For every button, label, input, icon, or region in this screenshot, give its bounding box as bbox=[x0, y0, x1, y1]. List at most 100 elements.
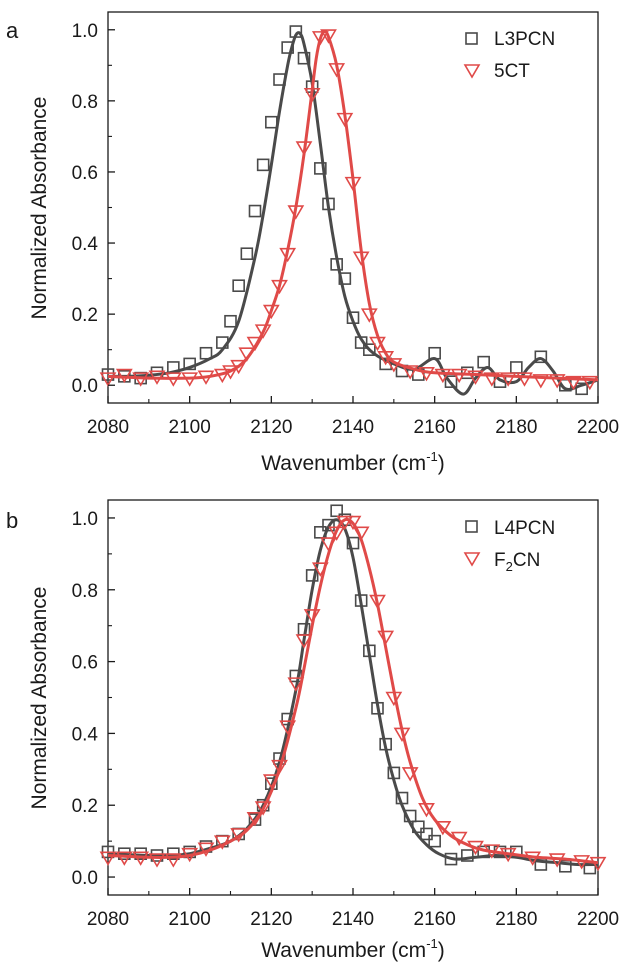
data-point bbox=[336, 112, 354, 128]
data-point bbox=[352, 526, 370, 541]
data-point bbox=[197, 370, 215, 385]
x-tick-label: 2200 bbox=[577, 417, 619, 438]
data-point bbox=[354, 594, 368, 607]
data-point bbox=[589, 856, 607, 872]
data-point bbox=[197, 842, 215, 857]
panel-b-xlabel: Wavenumber (cm-1) bbox=[261, 936, 445, 962]
legend-marker-5ct bbox=[463, 64, 481, 79]
data-point bbox=[450, 368, 468, 384]
y-tick-label: 0.2 bbox=[72, 305, 98, 326]
data-point bbox=[240, 247, 254, 261]
panel-b-ylabel: Normalized Absorbance bbox=[28, 587, 51, 810]
y-tick-label: 0.6 bbox=[72, 163, 98, 184]
fit-line bbox=[107, 31, 599, 396]
data-point bbox=[314, 526, 327, 539]
data-point bbox=[379, 737, 392, 751]
legend-label-f2cn-sub: 2 bbox=[506, 559, 513, 574]
data-point bbox=[213, 368, 231, 384]
data-point bbox=[246, 811, 264, 827]
data-point bbox=[363, 644, 376, 658]
data-point bbox=[387, 766, 401, 780]
data-point bbox=[262, 774, 280, 789]
panel-b-xlabel-sup: -1 bbox=[426, 936, 438, 951]
y-tick-label: 0.2 bbox=[72, 796, 98, 817]
data-point bbox=[510, 845, 523, 859]
data-point bbox=[581, 375, 599, 391]
legend-label-l4pcn: L4PCN bbox=[494, 518, 555, 539]
data-point bbox=[148, 370, 166, 385]
legend-marker-f2cn bbox=[463, 552, 481, 567]
panel-a-letter: a bbox=[6, 18, 19, 43]
data-point bbox=[287, 205, 305, 220]
data-point bbox=[295, 634, 313, 649]
x-tick-label: 2120 bbox=[250, 417, 292, 438]
data-point bbox=[311, 562, 329, 577]
data-point bbox=[279, 247, 297, 263]
x-tick-label: 2180 bbox=[495, 909, 537, 930]
data-point bbox=[477, 355, 490, 369]
legend-label-5ct: 5CT bbox=[494, 61, 530, 82]
x-tick-label: 2180 bbox=[495, 417, 537, 438]
data-point bbox=[428, 346, 441, 360]
panel-b-axes: 2080 2100 2120 2140 2160 2180 2200 0.0 0.2 0.4 0.6… bbox=[72, 509, 620, 930]
y-tick-label: 0.4 bbox=[72, 724, 99, 745]
data-point bbox=[338, 272, 352, 285]
data-point bbox=[330, 258, 343, 271]
data-point bbox=[199, 346, 213, 360]
data-point bbox=[499, 847, 517, 863]
data-point bbox=[115, 851, 133, 866]
data-point bbox=[461, 849, 474, 862]
legend-label-f2cn: F2CN bbox=[494, 550, 540, 574]
data-point bbox=[565, 375, 582, 391]
data-point bbox=[213, 835, 231, 850]
data-point bbox=[395, 791, 409, 805]
fit-line bbox=[107, 29, 599, 382]
data-point bbox=[534, 350, 548, 364]
data-point bbox=[412, 820, 425, 834]
panel-b-series-f2cn bbox=[99, 515, 607, 872]
data-point bbox=[346, 536, 360, 550]
data-point bbox=[273, 752, 286, 765]
data-point bbox=[360, 308, 378, 323]
data-point bbox=[99, 851, 117, 866]
data-point bbox=[183, 357, 196, 371]
data-point bbox=[295, 141, 313, 156]
data-point bbox=[148, 853, 166, 868]
data-point bbox=[115, 368, 133, 384]
legend-label-f2cn-main: F bbox=[494, 550, 506, 571]
data-point bbox=[336, 515, 354, 531]
data-point bbox=[377, 630, 395, 646]
panel-a: a 2080 2100 2120 2140 2160 2180 2200 0.0 0.2 0.4 0… bbox=[6, 11, 619, 475]
data-point bbox=[548, 853, 566, 868]
x-tick-label: 2080 bbox=[87, 417, 129, 438]
data-point bbox=[483, 844, 501, 859]
data-point bbox=[132, 851, 150, 866]
data-point bbox=[297, 51, 311, 65]
data-point bbox=[303, 87, 321, 103]
data-point bbox=[418, 803, 435, 818]
panel-b-xlabel-main: Wavenumber (cm bbox=[261, 939, 426, 962]
x-tick-label: 2140 bbox=[332, 417, 374, 438]
data-point bbox=[354, 336, 368, 349]
y-tick-label: 0.8 bbox=[72, 92, 98, 113]
panel-b-legend: L4PCN F2CN bbox=[463, 518, 555, 574]
data-point bbox=[262, 304, 280, 320]
data-point bbox=[575, 382, 588, 396]
data-point bbox=[346, 311, 360, 324]
panel-a-xlabel-end: ) bbox=[438, 452, 445, 475]
data-point bbox=[403, 809, 417, 823]
data-point bbox=[450, 831, 468, 847]
x-tick-label: 2100 bbox=[169, 909, 211, 930]
data-point bbox=[401, 365, 419, 380]
data-point bbox=[289, 25, 303, 38]
data-point bbox=[320, 29, 337, 44]
data-point bbox=[311, 31, 329, 46]
data-point bbox=[483, 372, 501, 387]
y-tick-label: 1.0 bbox=[72, 509, 98, 530]
x-tick-label: 2160 bbox=[414, 909, 456, 930]
data-point bbox=[385, 691, 403, 707]
panel-a-ylabel: Normalized Absorbance bbox=[28, 97, 51, 320]
data-point bbox=[467, 370, 484, 385]
data-point bbox=[330, 504, 343, 518]
